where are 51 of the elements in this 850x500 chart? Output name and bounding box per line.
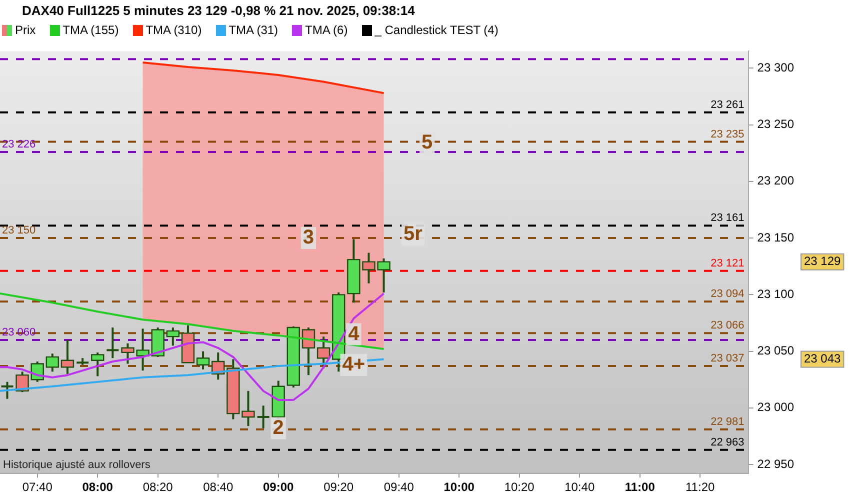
y-tick-label: 23 100 (757, 286, 794, 301)
annotation: 4 (348, 322, 360, 345)
ref-line-label: 23 121 (710, 257, 744, 270)
ref-line-label: 23 037 (710, 352, 744, 365)
x-tick-label: 08:00 (82, 480, 114, 494)
x-tick-label: 08:20 (142, 480, 174, 494)
ref-line-label: 23 066 (710, 320, 744, 332)
x-tick-label: 08:40 (203, 480, 234, 494)
y-tick-label: 23 150 (757, 230, 794, 244)
candlestick (256, 404, 270, 430)
legend-label: TMA (155) (62, 23, 119, 37)
legend-label: TMA (6) (305, 23, 348, 37)
y-tick-label: 23 300 (757, 60, 794, 74)
x-tick-label: 07:40 (22, 480, 53, 494)
ref-line-label: 23 094 (710, 288, 744, 300)
annotation: 3 (302, 226, 314, 249)
ref-line-label: 22 981 (710, 416, 744, 428)
y-tick-label: 22 950 (757, 456, 794, 471)
ref-line-label: 23 161 (710, 212, 744, 224)
x-tick-label: 11:00 (624, 480, 656, 494)
legend-label: Prix (15, 23, 36, 37)
annotation: 2 (272, 416, 284, 439)
y-tick-label: 23 050 (757, 344, 794, 358)
x-tick-label: 10:20 (504, 480, 535, 494)
y-tick-label: 23 200 (757, 174, 794, 188)
annotation: Historique ajusté aux rollovers (3, 459, 151, 472)
legend-label: _ Candlestick TEST (4) (374, 23, 498, 37)
y-tick-label: 23 000 (757, 400, 794, 414)
candlestick (106, 326, 120, 360)
ref-line-label: 23 261 (710, 98, 744, 111)
ref-line-label: 23 150 (2, 224, 36, 237)
x-tick-label: 09:00 (263, 480, 294, 494)
x-tick-label: 11:20 (686, 480, 715, 494)
annotation: 5r (404, 223, 423, 246)
x-tick-label: 10:40 (564, 480, 595, 494)
annotation: 5 (422, 131, 433, 154)
chart-title: DAX40 Full1225 5 minutes 23 129 -0,98 % 21 nov. 2025, 09:38:14 (22, 3, 415, 18)
legend-label: TMA (31) (228, 23, 278, 37)
x-tick-label: 09:20 (324, 480, 354, 494)
ref-line-label: 23 235 (710, 128, 744, 140)
candlestick (0, 380, 14, 400)
legend-label: TMA (310) (146, 23, 202, 37)
annotation: 4+ (342, 353, 366, 376)
ref-line-label: 22 963 (710, 436, 744, 448)
x-tick-label: 09:40 (384, 480, 414, 494)
ref-line-label: 23 060 (2, 326, 36, 339)
text: 23 043 (804, 352, 842, 366)
y-tick-label: 23 250 (757, 117, 794, 132)
text: 23 129 (804, 254, 842, 268)
ref-line-label: 23 226 (2, 138, 36, 151)
x-tick-label: 10:00 (444, 480, 475, 494)
